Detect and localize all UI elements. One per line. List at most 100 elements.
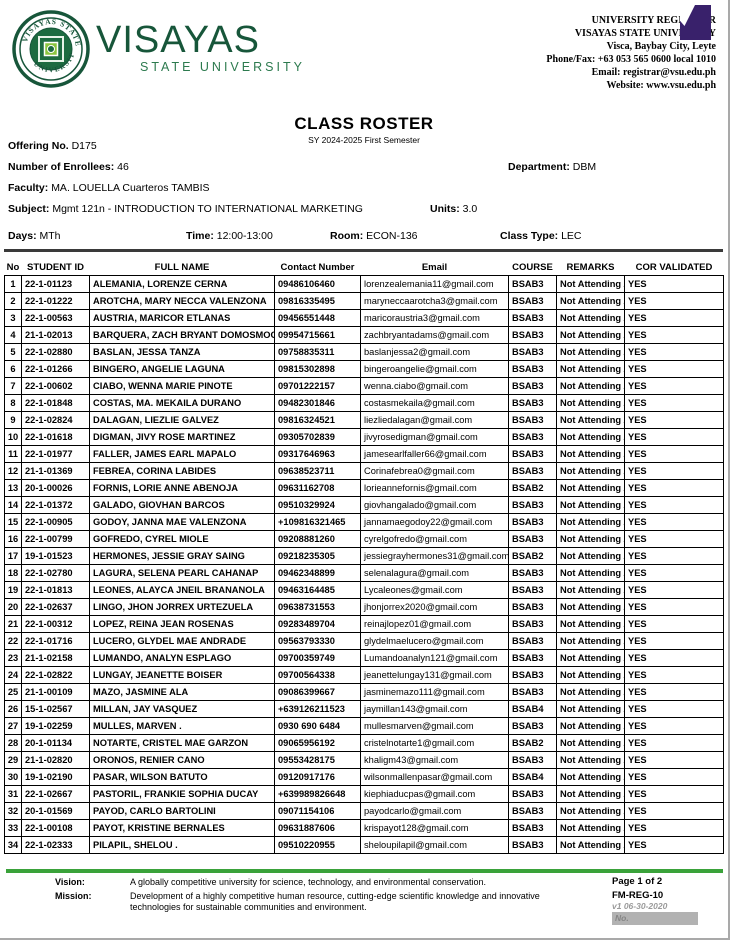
cell-contact-number: 09482301846 — [274, 393, 361, 412]
cell-course: BSAB3 — [508, 665, 557, 684]
table-row: 28 20-1-01134 NOTARTE, CRISTEL MAE GARZON 0… — [4, 733, 724, 752]
cell-course: BSAB3 — [508, 325, 557, 344]
cell-student-id: 19-1-01523 — [21, 546, 90, 565]
room-field: Room: ECON-136 — [330, 230, 418, 242]
header-separator-line — [4, 249, 723, 252]
cell-course: BSAB3 — [508, 784, 557, 803]
cell-remarks: Not Attending / — [556, 410, 625, 429]
contact-phone: Phone/Fax: +63 053 565 0600 local 1010 — [546, 54, 716, 65]
overlay-extension-icon[interactable] — [680, 5, 711, 40]
cell-remarks: Not Attending / — [556, 291, 625, 310]
cell-remarks: Not Attending / — [556, 784, 625, 803]
table-row: 15 22-1-00905 GODOY, JANNA MAE VALENZONA +1… — [4, 512, 724, 531]
document-title-block: CLASS ROSTER SY 2024-2025 First Semester — [0, 114, 728, 145]
cell-contact-number: 09700359749 — [274, 648, 361, 667]
cell-no: 25 — [4, 682, 22, 701]
cell-contact-number: 09638731553 — [274, 597, 361, 616]
cell-contact-number: 09758835311 — [274, 342, 361, 361]
column-header-email: Email — [421, 261, 448, 273]
cell-course: BSAB3 — [508, 495, 557, 514]
cell-contact-number: +639989826648 — [274, 784, 361, 803]
cell-student-id: 22-1-02637 — [21, 597, 90, 616]
cell-full-name: NOTARTE, CRISTEL MAE GARZON — [89, 733, 275, 752]
units-field: Units: 3.0 — [430, 203, 477, 215]
contact-email: Email: registrar@vsu.edu.ph — [591, 67, 716, 78]
cell-remarks: Not Attending / — [556, 427, 625, 446]
cell-cor-validated: YES — [624, 716, 724, 735]
enrollees-label: Number of Enrollees: — [8, 161, 118, 173]
cell-course: BSAB3 — [508, 563, 557, 582]
cell-cor-validated: YES — [624, 512, 724, 531]
cell-contact-number: 09631887606 — [274, 818, 361, 837]
cell-full-name: MILLAN, JAY VASQUEZ — [89, 699, 275, 718]
cell-no: 13 — [4, 478, 22, 497]
cell-remarks: Not Attending / — [556, 444, 625, 463]
cell-full-name: FEBREA, CORINA LABIDES — [89, 461, 275, 480]
cell-no: 31 — [4, 784, 22, 803]
cell-email: krispayot128@gmail.com — [360, 818, 509, 837]
cell-contact-number: 09071154106 — [274, 801, 361, 820]
cell-course: BSAB2 — [508, 478, 557, 497]
cell-full-name: BARQUERA, ZACH BRYANT DOMOSMOG — [89, 325, 275, 344]
roster-table-body: 1 22-1-01123 ALEMANIA, LORENZE CERNA 094861… — [4, 274, 724, 854]
wordmark-main: VISAYAS — [96, 19, 260, 61]
cell-full-name: ORONOS, RENIER CANO — [89, 750, 275, 769]
cell-no: 5 — [4, 342, 22, 361]
column-header-no: No — [6, 261, 20, 273]
cell-no: 7 — [4, 376, 22, 395]
cell-full-name: GODOY, JANNA MAE VALENZONA — [89, 512, 275, 531]
cell-remarks: Not Attending / — [556, 563, 625, 582]
table-row: 5 22-1-02880 BASLAN, JESSA TANZA 0975883531… — [4, 342, 724, 361]
cell-remarks: Not Attending / — [556, 580, 625, 599]
cell-cor-validated: YES — [624, 665, 724, 684]
cell-full-name: MAZO, JASMINE ALA — [89, 682, 275, 701]
cell-student-id: 22-1-02333 — [21, 835, 90, 854]
cell-course: BSAB3 — [508, 631, 557, 650]
cell-course: BSAB3 — [508, 444, 557, 463]
column-header-student-id: STUDENT ID — [27, 261, 84, 273]
cell-student-id: 20-1-01134 — [21, 733, 90, 752]
contact-university: VISAYAS STATE UNIVERSITY — [574, 28, 716, 39]
cell-cor-validated: YES — [624, 444, 724, 463]
cell-student-id: 22-1-02824 — [21, 410, 90, 429]
table-row: 4 21-1-02013 BARQUERA, ZACH BRYANT DOMOSMO… — [4, 325, 724, 344]
cell-contact-number: 09816335495 — [274, 291, 361, 310]
page-title: CLASS ROSTER — [294, 114, 434, 133]
cell-remarks: Not Attending / — [556, 393, 625, 412]
cell-student-id: 22-1-00905 — [21, 512, 90, 531]
table-row: 16 22-1-00799 GOFREDO, CYREL MIOLE 09208881… — [4, 529, 724, 548]
cell-cor-validated: YES — [624, 648, 724, 667]
cell-cor-validated: YES — [624, 410, 724, 429]
table-row: 30 19-1-02190 PASAR, WILSON BATUTO 09120917… — [4, 767, 724, 786]
cell-student-id: 22-1-00563 — [21, 308, 90, 327]
subject-label: Subject: — [8, 203, 53, 215]
table-row: 12 21-1-01369 FEBREA, CORINA LABIDES 096385… — [4, 461, 724, 480]
cell-course: BSAB3 — [508, 614, 557, 633]
cell-remarks: Not Attending / — [556, 648, 625, 667]
cell-contact-number: 09120917176 — [274, 767, 361, 786]
cell-cor-validated: YES — [624, 546, 724, 565]
page-number: Page 1 of 2 — [612, 876, 663, 887]
cell-student-id: 19-1-02259 — [21, 716, 90, 735]
schedule-line: Days: MTh Time: 12:00-13:00 Room: ECON-1… — [8, 230, 722, 242]
table-row: 19 22-1-01813 LEONES, ALAYCA JNEIL BRANANO… — [4, 580, 724, 599]
cell-no: 3 — [4, 308, 22, 327]
offering-line: Offering No. D175 — [8, 140, 722, 152]
cell-email: cyrelgofredo@gmail.com — [360, 529, 509, 548]
cell-full-name: PAYOD, CARLO BARTOLINI — [89, 801, 275, 820]
table-row: 2 22-1-01222 AROTCHA, MARY NECCA VALENZONA… — [4, 291, 724, 310]
cell-course: BSAB3 — [508, 529, 557, 548]
cell-email: mullesmarven@gmail.com — [360, 716, 509, 735]
column-header-contact-number: Contact Number — [280, 261, 355, 273]
cell-no: 28 — [4, 733, 22, 752]
cell-full-name: PILAPIL, SHELOU . — [89, 835, 275, 854]
cell-full-name: PASAR, WILSON BATUTO — [89, 767, 275, 786]
time-label: Time: — [186, 230, 217, 242]
cell-student-id: 20-1-00026 — [21, 478, 90, 497]
cell-email: maricoraustria3@gmail.com — [360, 308, 509, 327]
cell-student-id: 22-1-02780 — [21, 563, 90, 582]
cell-contact-number: 09954715661 — [274, 325, 361, 344]
cell-email: payodcarlo@gmail.com — [360, 801, 509, 820]
cell-no: 10 — [4, 427, 22, 446]
cell-student-id: 21-1-02820 — [21, 750, 90, 769]
